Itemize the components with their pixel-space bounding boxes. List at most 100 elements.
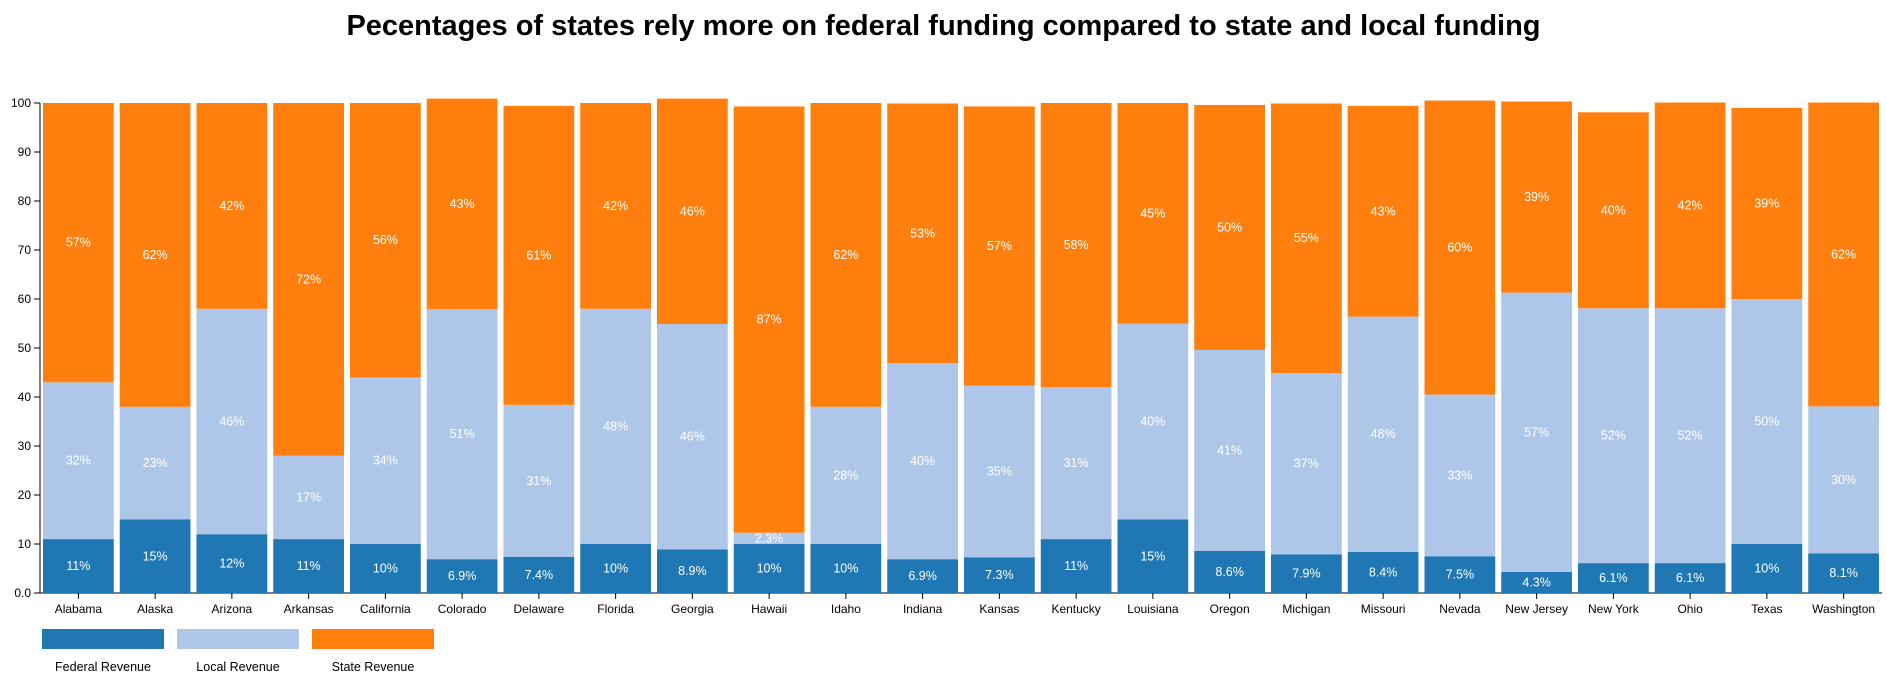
x-tick-label: Georgia (671, 602, 714, 616)
bar-label-local-revenue: 31% (526, 474, 551, 488)
bar-label-local-revenue: 34% (373, 454, 398, 468)
bar-label-federal-revenue: 10% (757, 562, 782, 576)
bar-state-revenue (1040, 103, 1112, 388)
y-tick-label: 90 (18, 145, 32, 159)
bar-label-local-revenue: 46% (680, 430, 705, 444)
bar-label-local-revenue: 40% (910, 454, 935, 468)
bar-federal-revenue (1654, 563, 1726, 593)
bar-local-revenue (1501, 292, 1572, 572)
bar-label-federal-revenue: 15% (143, 549, 168, 563)
legend-label: State Revenue (332, 660, 415, 674)
bar-label-federal-revenue: 10% (603, 562, 628, 576)
bar-label-local-revenue: 2.3% (755, 531, 784, 545)
bar-label-state-revenue: 46% (680, 204, 705, 218)
bar-state-revenue (964, 106, 1035, 386)
bar-state-revenue (1501, 101, 1572, 293)
bar-label-federal-revenue: 6.9% (448, 569, 477, 583)
bar-local-revenue (580, 308, 651, 544)
bar-local-revenue (503, 404, 575, 557)
bar-label-local-revenue: 51% (450, 427, 475, 441)
y-tick-label: 40 (18, 390, 32, 404)
bar-label-local-revenue: 48% (1371, 427, 1396, 441)
bar-state-revenue (1347, 105, 1419, 317)
bar-federal-revenue (196, 534, 268, 593)
bar-label-state-revenue: 53% (910, 226, 935, 240)
bar-label-federal-revenue: 7.3% (985, 568, 1014, 582)
bar-label-state-revenue: 42% (219, 199, 244, 213)
bar-local-revenue (196, 308, 268, 535)
bar-federal-revenue (503, 556, 575, 593)
bar-label-federal-revenue: 8.9% (678, 564, 707, 578)
bar-local-revenue (1578, 308, 1649, 564)
x-tick-label: Alabama (55, 602, 103, 616)
bar-label-state-revenue: 61% (526, 248, 551, 262)
bar-local-revenue (1808, 406, 1879, 554)
x-tick-label: Missouri (1361, 602, 1406, 616)
bar-federal-revenue (810, 544, 882, 593)
bar-state-revenue (580, 103, 651, 309)
bar-federal-revenue (350, 544, 421, 593)
x-tick-label: Michigan (1282, 602, 1330, 616)
bar-label-local-revenue: 28% (833, 468, 858, 482)
bar-federal-revenue (580, 544, 651, 593)
bar-local-revenue (43, 382, 114, 540)
x-tick-label: Arkansas (284, 602, 334, 616)
bar-label-state-revenue: 62% (1831, 247, 1856, 261)
bar-label-state-revenue: 57% (66, 236, 91, 250)
x-tick-label: Kentucky (1051, 602, 1100, 616)
bar-label-local-revenue: 33% (1447, 468, 1472, 482)
bar-label-federal-revenue: 7.9% (1292, 567, 1321, 581)
bar-label-local-revenue: 57% (1524, 425, 1549, 439)
bar-federal-revenue (1040, 539, 1112, 593)
bar-label-federal-revenue: 6.9% (908, 569, 937, 583)
y-tick-label: 60 (18, 292, 32, 306)
bar-label-federal-revenue: 8.1% (1829, 566, 1858, 580)
bar-local-revenue (273, 455, 344, 540)
bar-label-federal-revenue: 12% (219, 557, 244, 571)
bar-state-revenue (657, 98, 728, 324)
bar-federal-revenue (887, 559, 958, 593)
bar-federal-revenue (1117, 519, 1189, 593)
bar-state-revenue (1271, 103, 1342, 373)
bar-label-local-revenue: 32% (66, 454, 91, 468)
bar-state-revenue (1194, 104, 1265, 350)
bar-state-revenue (43, 103, 114, 383)
x-tick-label: Washington (1812, 602, 1875, 616)
bar-label-federal-revenue: 10% (1754, 562, 1779, 576)
x-tick-label: New York (1588, 602, 1640, 616)
bar-federal-revenue (733, 544, 805, 593)
bar-label-local-revenue: 50% (1754, 415, 1779, 429)
bar-label-local-revenue: 41% (1217, 443, 1242, 457)
chart-title: Pecentages of states rely more on federa… (346, 10, 1541, 42)
bar-federal-revenue (119, 519, 191, 593)
bar-local-revenue (1347, 316, 1419, 552)
bar-label-federal-revenue: 7.5% (1446, 568, 1475, 582)
x-tick-label: Louisiana (1127, 602, 1179, 616)
x-tick-label: New Jersey (1505, 602, 1568, 616)
bar-label-state-revenue: 60% (1447, 241, 1472, 255)
bar-label-state-revenue: 87% (757, 313, 782, 327)
bar-label-state-revenue: 40% (1601, 203, 1626, 217)
bar-label-local-revenue: 35% (987, 464, 1012, 478)
bar-label-federal-revenue: 7.4% (525, 568, 554, 582)
legend-swatch (312, 629, 434, 649)
bar-local-revenue (1731, 299, 1803, 544)
bar-state-revenue (1117, 103, 1189, 324)
bar-label-federal-revenue: 11% (66, 559, 90, 573)
bar-federal-revenue (43, 539, 114, 593)
bar-state-revenue (810, 103, 882, 407)
bar-label-local-revenue: 23% (143, 456, 168, 470)
bar-local-revenue (810, 406, 882, 544)
y-tick-label: 0.0 (14, 586, 31, 600)
bar-label-federal-revenue: 15% (1140, 549, 1165, 563)
bar-label-state-revenue: 45% (1140, 206, 1165, 220)
bar-local-revenue (426, 309, 498, 560)
bar-state-revenue (503, 105, 575, 405)
bar-local-revenue (1654, 308, 1726, 564)
bar-label-federal-revenue: 4.3% (1522, 575, 1551, 589)
bar-state-revenue (119, 103, 191, 407)
legend-swatch (42, 629, 164, 649)
bar-state-revenue (273, 103, 344, 456)
bar-label-state-revenue: 42% (1678, 198, 1703, 212)
bar-local-revenue (350, 377, 421, 544)
